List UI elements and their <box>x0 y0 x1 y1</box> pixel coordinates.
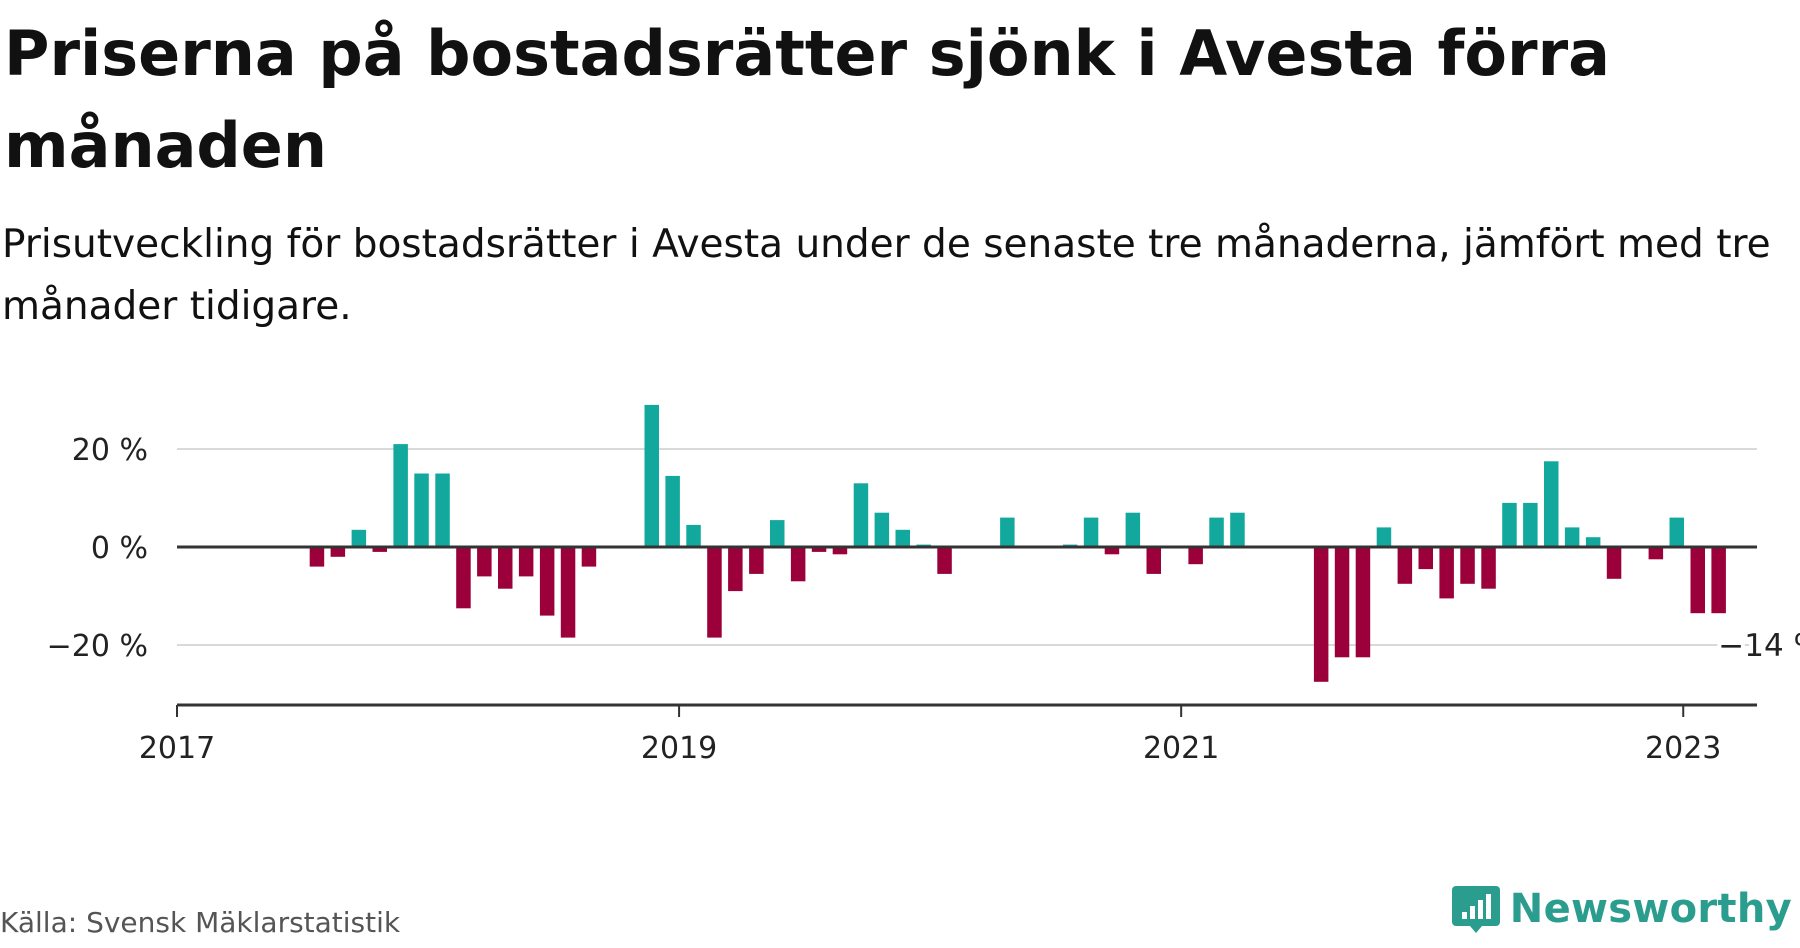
bar <box>539 547 555 616</box>
bar <box>832 547 848 555</box>
bar <box>414 473 429 547</box>
bar <box>1146 547 1161 574</box>
bar <box>372 547 387 552</box>
bar <box>1648 547 1664 560</box>
chart-title: Priserna på bostadsrätter sjönk i Avesta… <box>4 17 1611 182</box>
brand-name: Newsworthy <box>1509 886 1792 932</box>
bar <box>728 547 743 592</box>
bar <box>1585 537 1601 547</box>
bar <box>1376 527 1392 547</box>
bar <box>1606 547 1622 579</box>
bar <box>749 547 764 574</box>
bar <box>1481 547 1496 589</box>
bar <box>790 547 806 582</box>
y-axis-ticks: 20 % 0 % −20 % <box>47 433 148 664</box>
annotations: −14 % <box>1714 624 1800 668</box>
bar <box>1188 547 1203 565</box>
bar <box>1230 512 1245 547</box>
bar <box>1083 517 1099 547</box>
bar <box>1334 547 1350 658</box>
bar <box>309 547 325 567</box>
bar <box>707 547 722 638</box>
bar <box>1397 547 1413 584</box>
bar <box>1313 547 1329 682</box>
bar <box>435 473 450 547</box>
bar <box>581 547 597 567</box>
bar <box>665 475 680 547</box>
bar <box>644 404 659 547</box>
gridlines <box>177 448 1757 646</box>
y-tick-label: −20 % <box>47 629 148 664</box>
bar <box>1669 517 1684 547</box>
bar <box>351 529 367 547</box>
bar <box>560 547 576 638</box>
source-note: Källa: Svensk Mäklarstatistik <box>0 906 401 939</box>
bar <box>393 444 408 547</box>
y-tick-label: 0 % <box>91 531 148 566</box>
bar <box>1711 547 1726 614</box>
bar <box>330 547 346 557</box>
bar <box>1460 547 1475 584</box>
bar <box>853 483 869 547</box>
bar <box>937 547 952 574</box>
bar <box>1564 527 1580 547</box>
bar <box>895 529 910 547</box>
bar <box>498 547 513 589</box>
bar <box>1104 547 1120 555</box>
bar <box>1000 517 1015 547</box>
bar <box>1544 461 1559 548</box>
bar <box>1523 502 1538 547</box>
bar <box>1209 517 1224 547</box>
bar <box>1418 547 1433 570</box>
bar <box>874 512 890 547</box>
bar <box>1439 547 1454 599</box>
bar <box>456 547 471 609</box>
y-tick-label: 20 % <box>72 433 148 468</box>
brand-logo[interactable]: Newsworthy <box>1451 884 1792 934</box>
bar <box>686 524 701 547</box>
bar <box>1355 547 1371 658</box>
x-tick-label: 2023 <box>1645 731 1721 766</box>
x-tick-label: 2019 <box>641 731 717 766</box>
x-axis-ticks: 2017 2019 2021 2023 <box>139 705 1721 766</box>
value-annotation: −14 % <box>1718 628 1800 664</box>
bar <box>1690 547 1705 614</box>
bar <box>1125 512 1141 547</box>
x-tick-label: 2021 <box>1143 731 1219 766</box>
newsworthy-logo-icon <box>1451 886 1500 933</box>
bars <box>309 404 1726 682</box>
bar <box>770 520 785 547</box>
bar <box>811 547 827 552</box>
chart-subtitle: Prisutveckling för bostadsrätter i Avest… <box>2 222 1771 329</box>
bar <box>518 547 534 577</box>
bar <box>1502 502 1517 547</box>
bar <box>477 547 492 577</box>
bar-chart: 20 % 0 % −20 % 2017 2019 2021 2023 −14 % <box>47 404 1800 766</box>
x-tick-label: 2017 <box>139 731 215 766</box>
